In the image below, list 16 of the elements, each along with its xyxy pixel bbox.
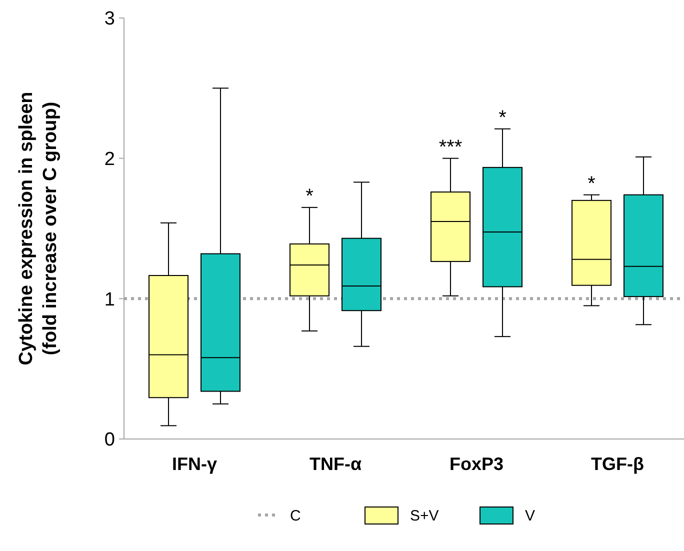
x-tick-label: IFN-γ [172,454,217,474]
annotation: *** [438,136,462,158]
y-axis-title: Cytokine expression in spleen (fold increase over C group) [16,92,61,366]
y-tick-label: 3 [104,8,115,30]
y-tick-label: 1 [104,289,115,310]
legend-label: C [290,507,301,524]
legend-label: S+V [410,507,439,524]
y-tick-label: 0 [104,430,115,451]
legend-label: V [525,507,536,524]
x-tick-label: FoxP3 [449,454,504,474]
annotation: * [498,106,507,129]
annotation: * [588,172,596,195]
x-tick-label: TNF-α [309,454,362,474]
annotation: * [306,185,314,208]
x-tick-label: TGF-β [591,454,644,474]
y-tick-label: 2 [104,148,115,170]
